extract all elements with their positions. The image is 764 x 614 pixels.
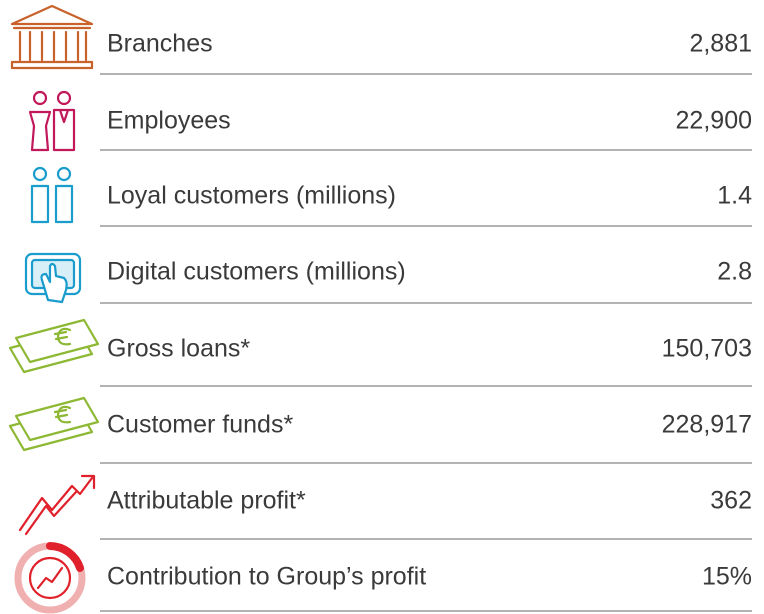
row-label: Attributable profit* <box>107 487 306 515</box>
row-value: 362 <box>710 487 752 515</box>
row-label: Customer funds* <box>107 411 293 439</box>
row-value: 1.4 <box>717 182 752 210</box>
row-value: 228,917 <box>662 411 752 439</box>
row-label: Loyal customers (millions) <box>107 182 396 210</box>
row-value: 15% <box>702 563 752 591</box>
row-label: Branches <box>107 30 213 58</box>
contribution-icon <box>14 542 86 614</box>
employees-icon <box>28 90 76 152</box>
row-value: 2.8 <box>717 258 752 286</box>
gross-loans-icon <box>8 318 100 374</box>
branches-icon <box>10 4 94 70</box>
row-value: 150,703 <box>662 335 752 363</box>
row-value: 2,881 <box>689 30 752 58</box>
digital-customers-icon <box>24 252 82 304</box>
row-label: Employees <box>107 107 231 135</box>
row-label: Digital customers (millions) <box>107 258 406 286</box>
rows: Branches 2,881 Employees 22,900 Loyal custom… <box>100 30 752 612</box>
row-label: Gross loans* <box>107 335 250 363</box>
loyal-customers-icon <box>30 166 74 224</box>
profit-icon <box>18 474 96 536</box>
row-value: 22,900 <box>676 107 752 135</box>
row-label: Contribution to Group’s profit <box>107 563 426 591</box>
customer-funds-icon <box>8 396 100 452</box>
